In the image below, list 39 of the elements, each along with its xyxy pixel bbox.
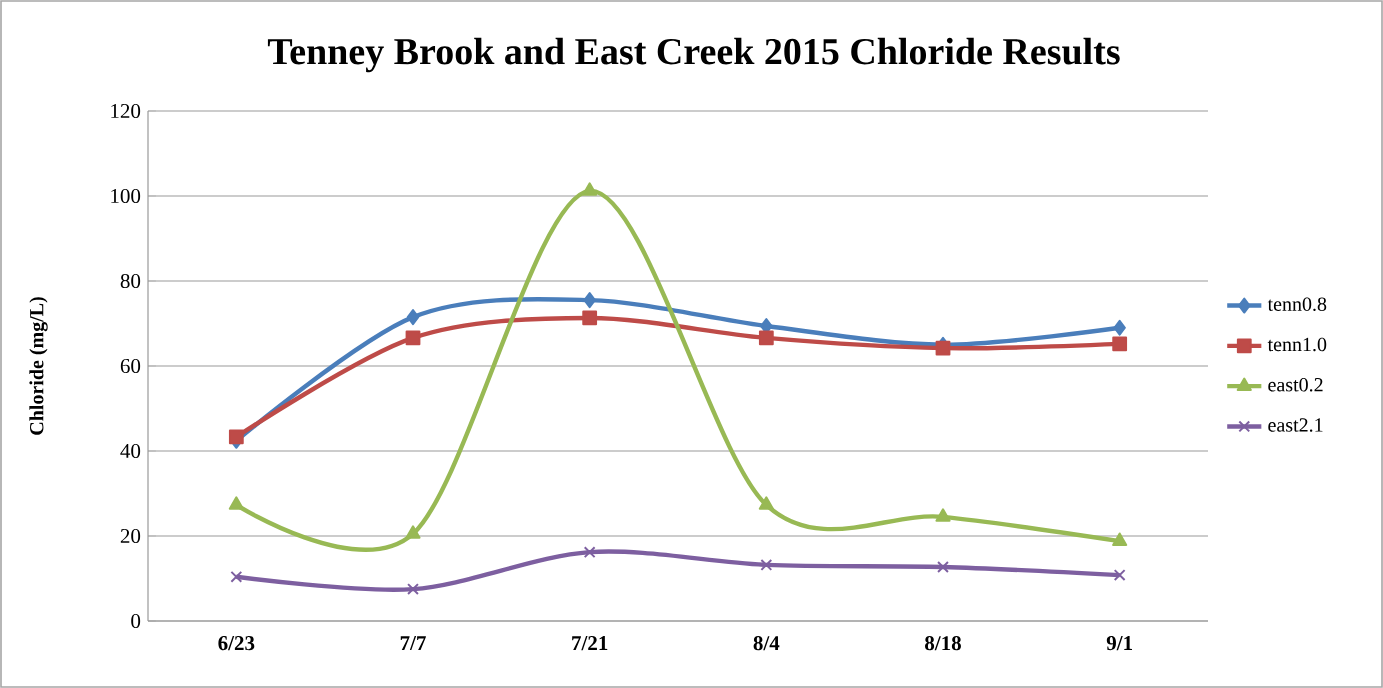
y-tick-label: 60 — [120, 358, 141, 374]
x-tick-label: 8/4 — [753, 636, 780, 651]
y-tick-label: 0 — [131, 613, 141, 629]
x-tick-label: 6/23 — [218, 636, 255, 651]
legend-label: tenn0.8 — [1267, 297, 1327, 311]
y-tick-label: 20 — [120, 528, 141, 544]
point — [758, 496, 774, 510]
y-tick-label: 100 — [111, 188, 141, 204]
chart-title: Tenney Brook and East Creek 2015 Chloride Results — [267, 37, 1120, 73]
point — [405, 525, 421, 539]
point — [760, 558, 773, 571]
point — [758, 330, 774, 346]
point — [583, 292, 596, 309]
legend-label: east2.1 — [1268, 418, 1323, 432]
point — [230, 570, 243, 583]
point — [583, 546, 596, 559]
legend-label: east0.2 — [1268, 378, 1323, 392]
point — [1112, 336, 1128, 352]
point — [935, 340, 951, 356]
point — [1113, 569, 1126, 582]
point — [937, 561, 949, 573]
point — [406, 309, 420, 326]
point — [935, 508, 951, 522]
y-tick-label: 120 — [111, 103, 141, 119]
x-tick-label: 7/7 — [400, 636, 426, 651]
point — [582, 310, 598, 326]
point — [1113, 319, 1126, 336]
y-tick-label: 40 — [120, 443, 141, 459]
x-tick-label: 9/1 — [1106, 636, 1132, 651]
x-tick-label: 8/18 — [925, 636, 961, 651]
legend-label: tenn1.0 — [1267, 337, 1327, 352]
y-tick-label: 80 — [120, 273, 141, 289]
point — [228, 429, 244, 445]
point — [407, 583, 419, 596]
point — [405, 330, 421, 346]
y-axis-title: Chloride (mg/L) — [29, 297, 48, 435]
x-tick-label: 7/21 — [572, 636, 608, 651]
point — [1112, 532, 1128, 546]
point — [228, 496, 244, 510]
